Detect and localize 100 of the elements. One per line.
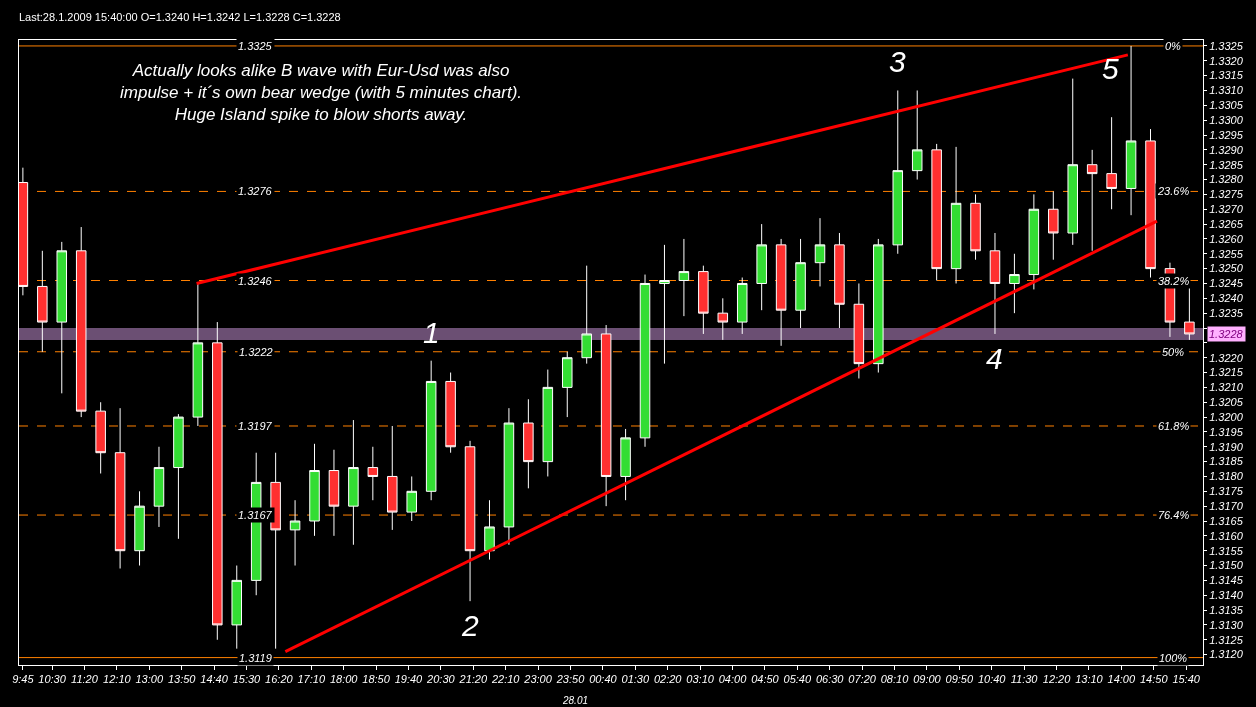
x-tick-label: 15:40 <box>1172 673 1201 686</box>
candlestick <box>678 238 690 317</box>
candlestick <box>1145 128 1156 279</box>
x-tick-label: 14:40 <box>200 673 229 686</box>
x-tick-label: 09:50 <box>945 673 974 686</box>
x-tick-label: 15:30 <box>232 673 262 686</box>
x-tick-label: 10:30 <box>38 673 67 686</box>
y-tick-label: 1.3285 <box>1209 158 1244 171</box>
y-tick-label: 1.3255 <box>1209 247 1244 260</box>
candlestick <box>911 89 923 181</box>
candlestick <box>153 446 165 528</box>
y-tick-label: 1.3210 <box>1209 381 1244 394</box>
candlestick <box>659 244 670 365</box>
annotation: 2 <box>461 609 479 642</box>
y-tick-label: 1.3235 <box>1209 307 1244 320</box>
x-tick-label: 23:00 <box>523 673 553 686</box>
annotation: 5 <box>1102 52 1119 85</box>
y-tick-label: 1.3300 <box>1209 114 1244 127</box>
x-tick-label: 21:20 <box>458 673 488 686</box>
y-tick-label: 1.3245 <box>1209 277 1244 290</box>
x-tick-label: 19:40 <box>394 673 424 686</box>
y-tick-label: 1.3130 <box>1209 618 1244 631</box>
x-tick-label: 10:40 <box>977 673 1007 686</box>
y-tick-label: 1.3270 <box>1209 203 1244 216</box>
y-tick-label: 1.3180 <box>1209 470 1244 483</box>
x-tick-label: 13:10 <box>1075 673 1104 686</box>
candlestick <box>1086 149 1098 252</box>
y-tick-label: 1.3315 <box>1209 69 1244 82</box>
candlestick <box>853 282 865 379</box>
candlestick <box>348 419 359 546</box>
x-tick-label: 17:10 <box>297 673 326 686</box>
ref-line-label: 1.3197 <box>238 420 273 432</box>
x-tick-label: 03:10 <box>686 673 715 686</box>
x-tick-label: 09:00 <box>913 673 942 686</box>
candlestick <box>464 440 476 602</box>
ref-line-label: 1.3276 <box>238 185 273 197</box>
annotation: 3 <box>889 45 906 78</box>
candlestick <box>970 193 981 261</box>
x-tick-label: 04:50 <box>751 673 780 686</box>
candlestick <box>736 277 748 335</box>
candlestick <box>425 360 437 501</box>
x-tick-label: 13:50 <box>167 673 197 686</box>
y-tick-label: 1.3310 <box>1209 84 1244 97</box>
y-tick-label: 1.3280 <box>1209 173 1244 186</box>
annotation: 23.6% <box>1157 185 1190 197</box>
candlestick <box>309 443 320 537</box>
ref-line-label: 1.3222 <box>239 346 273 358</box>
candlestick <box>561 351 573 418</box>
x-tick-label: 14:00 <box>1107 673 1136 686</box>
candlestick <box>134 490 145 567</box>
candlestick <box>523 398 534 489</box>
candlestick <box>795 238 806 329</box>
candlestick <box>192 282 204 427</box>
y-tick-label: 1.3135 <box>1209 603 1244 616</box>
annotation: 76.4% <box>1158 509 1190 521</box>
candlestick <box>289 499 301 567</box>
candlestick <box>1028 193 1040 290</box>
candlestick <box>814 217 826 287</box>
x-tick-label: 22:10 <box>490 673 521 686</box>
annotation: 4 <box>986 342 1003 375</box>
y-tick-label: 1.3260 <box>1209 232 1244 245</box>
x-tick-label: 02:20 <box>653 673 683 686</box>
candlestick <box>950 146 962 284</box>
x-tick-label: 20:30 <box>426 673 456 686</box>
candlestick <box>95 401 106 474</box>
candlestick <box>892 89 904 255</box>
y-tick-label: 1.3205 <box>1209 396 1244 409</box>
candlestick <box>37 250 48 353</box>
candlestick <box>212 321 223 641</box>
candlestick <box>328 449 340 537</box>
candlestick <box>931 143 942 281</box>
y-tick-label: 1.3150 <box>1209 559 1244 572</box>
annotation: Actually looks alike B wave with Eur-Usd was also impulse + it´s own bear wedge (with 5 minutes chart). Huge Island spike to blow shorts away. <box>120 61 523 125</box>
y-tick-label: 1.3170 <box>1209 500 1244 512</box>
x-tick-label: 05:40 <box>783 673 812 686</box>
x-tick-label: 04:00 <box>718 673 748 686</box>
candlestick <box>756 223 767 311</box>
y-tick-label: 1.3295 <box>1209 128 1244 141</box>
y-tick-label: 1.3195 <box>1209 425 1244 438</box>
candlestick <box>698 265 709 335</box>
y-tick-label: 1.3325 <box>1209 39 1244 52</box>
candlestick <box>1106 116 1117 210</box>
y-tick-label: 1.3175 <box>1209 485 1244 498</box>
candlestick <box>367 446 379 501</box>
y-tick-label: 1.3125 <box>1209 633 1244 646</box>
candlestick <box>1067 78 1078 246</box>
y-tick-label: 1.3265 <box>1209 217 1244 230</box>
x-tick-label: 13:00 <box>135 673 164 686</box>
candlestick <box>387 425 398 531</box>
y-tick-label: 1.3190 <box>1209 440 1244 453</box>
candlestick <box>834 232 845 329</box>
candlestick <box>873 238 884 374</box>
candlestick <box>620 428 631 501</box>
candlestick <box>1048 190 1059 261</box>
annotation: 61.8% <box>1158 420 1190 432</box>
candlestick <box>56 241 68 394</box>
candlestick <box>581 265 592 365</box>
y-tick-label: 1.3165 <box>1209 514 1244 527</box>
x-tick-label: 14:50 <box>1139 673 1169 686</box>
x-tick-label: 12:20 <box>1042 673 1072 686</box>
